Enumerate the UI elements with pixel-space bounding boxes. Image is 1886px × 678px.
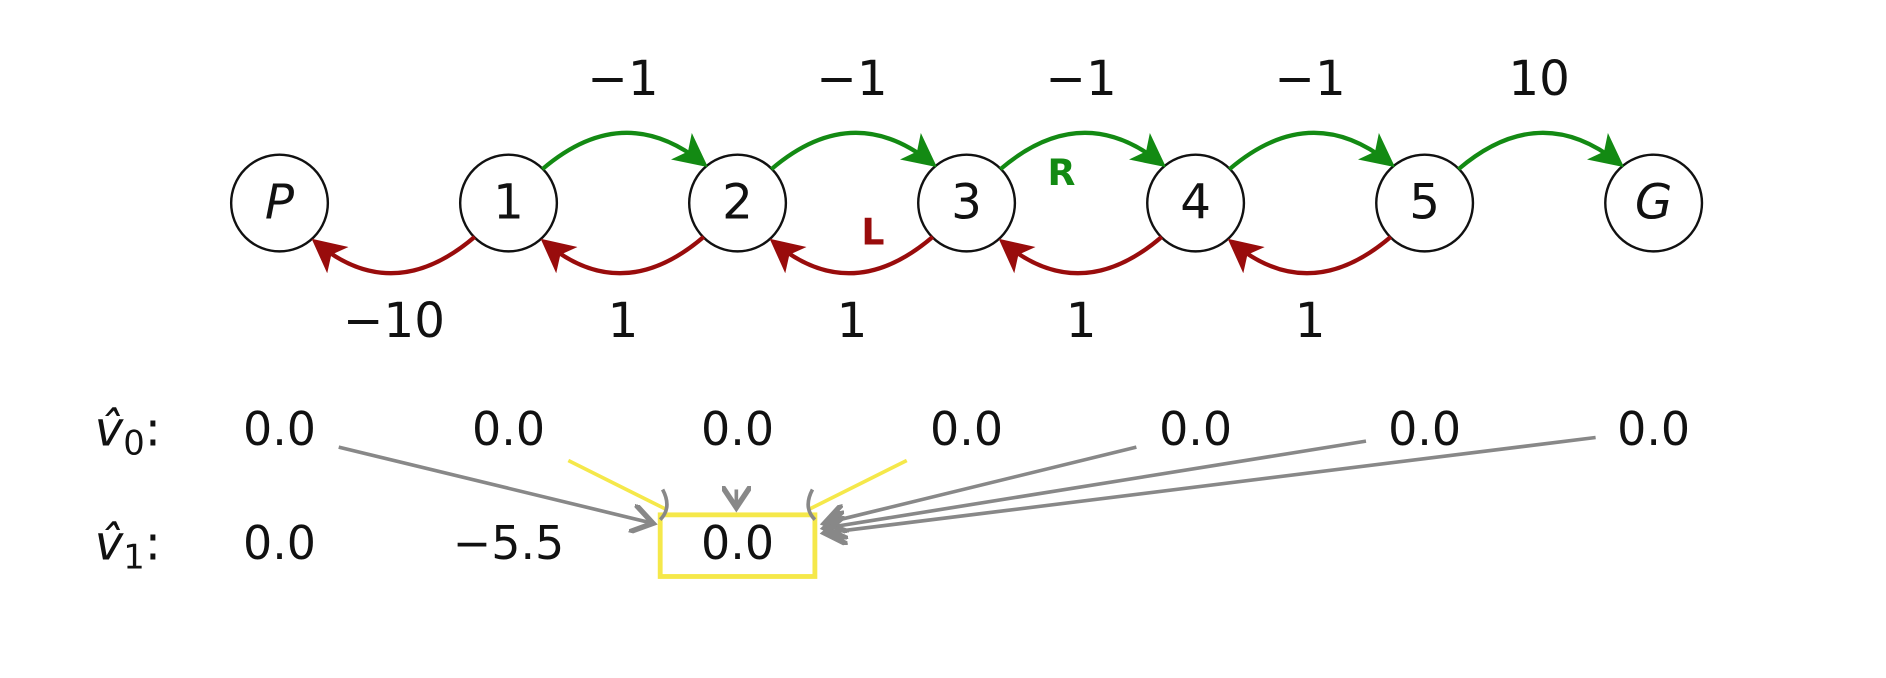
value: 0.0 [472,402,545,456]
value: 0.0 [701,402,774,456]
yellow-links [567,458,908,512]
left-arrow [769,235,935,276]
value: 0.0 [1617,402,1690,456]
row-subscript: 1 [123,537,145,576]
row-separator: : [145,402,161,458]
bottom-reward: 1 [1066,293,1097,349]
value: 0.0 [243,402,316,456]
value: 0.0 [1388,402,1461,456]
bottom-reward: 1 [1295,293,1326,349]
right-arrow [540,130,708,171]
row-symbol: v̂ [95,515,125,571]
right-arrow [770,130,937,171]
gray-links [338,435,1596,532]
row-separator: : [145,515,161,571]
row-symbol: v̂ [95,402,125,458]
value: 0.0 [243,516,316,570]
state-node [229,153,330,253]
top-reward: −1 [587,51,658,107]
top-reward: −1 [1045,51,1116,107]
state-label: 4 [1180,174,1211,230]
state-node [1604,153,1704,253]
right-arrow [999,130,1166,171]
state-label: 3 [951,174,982,230]
value: 0.0 [930,402,1003,456]
highlight-box [657,512,818,579]
bottom-reward: 1 [837,293,868,349]
action-left: L [861,210,884,253]
right-arrow [1457,130,1625,171]
left-arrow [311,235,477,276]
state-label: 2 [722,174,753,230]
action-right: R [1047,151,1075,194]
value: 0.0 [701,516,774,570]
left-arrow [998,235,1164,276]
state-node [687,153,788,253]
left-arrow [1227,235,1393,276]
bottom-reward: 1 [608,293,639,349]
right-arrow [1228,130,1396,171]
value: 0.0 [1159,402,1232,456]
left-arrow [540,235,706,276]
state-label: G [1635,174,1672,230]
top-reward: −1 [1274,51,1345,107]
top-reward: 10 [1508,51,1570,107]
top-reward: −1 [816,51,887,107]
row-label: v̂0: [95,402,161,463]
state-label: P [265,174,295,230]
bottom-reward: −10 [343,293,445,349]
state-label: 5 [1409,174,1440,230]
state-node [458,153,559,253]
row-subscript: 0 [123,423,145,462]
state-node [1375,153,1475,253]
state-node [1146,153,1246,253]
state-node [917,153,1017,253]
state-label: 1 [493,174,524,230]
row-label: v̂1: [95,515,161,576]
value: −5.5 [453,516,564,570]
